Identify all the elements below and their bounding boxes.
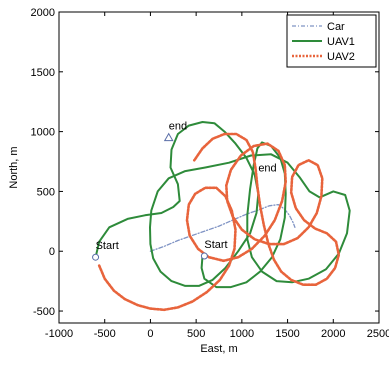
series-lines: [94, 121, 351, 312]
start-marker: [92, 253, 100, 261]
x-tick-label: 1500: [275, 328, 299, 340]
plot-frame: [58, 11, 380, 324]
x-ticks: -1000 -500 0 500 1000 1500 2000 2500: [45, 12, 389, 340]
series-line-uav2: [97, 132, 341, 312]
series-line-car: [149, 203, 296, 252]
y-tick-label: -500: [33, 306, 55, 318]
series-line-uav1: [94, 121, 351, 289]
start-marker: [200, 252, 208, 260]
x-tick-label: 1000: [230, 328, 254, 340]
x-tick-label: -1000: [45, 328, 73, 340]
y-axis-label: North, m: [8, 146, 20, 188]
y-tick-label: 2000: [31, 7, 55, 19]
annotations: Start Start end end: [92, 121, 277, 261]
x-tick-label: -500: [94, 328, 116, 340]
y-ticks: -500 0 500 1000 1500 2000: [31, 7, 379, 318]
y-tick-label: 0: [49, 246, 55, 258]
annotation-label: Start: [204, 239, 227, 251]
x-tick-label: 0: [147, 328, 153, 340]
annotation-label: Start: [96, 240, 119, 252]
legend-label-uav1: UAV1: [327, 36, 355, 48]
y-tick-label: 1500: [31, 67, 55, 79]
annotation-label: end: [169, 121, 187, 133]
x-tick-label: 500: [187, 328, 205, 340]
legend-label-car: Car: [327, 21, 345, 33]
x-axis-label: East, m: [200, 343, 237, 355]
x-tick-label: 2500: [367, 328, 389, 340]
legend-label-uav2: UAV2: [327, 51, 355, 63]
y-tick-label: 1000: [31, 127, 55, 139]
legend: Car UAV1 UAV2: [286, 14, 377, 68]
end-marker: [163, 132, 174, 142]
annotation-label: end: [258, 162, 276, 174]
y-tick-label: 500: [37, 186, 55, 198]
x-tick-label: 2000: [321, 328, 345, 340]
